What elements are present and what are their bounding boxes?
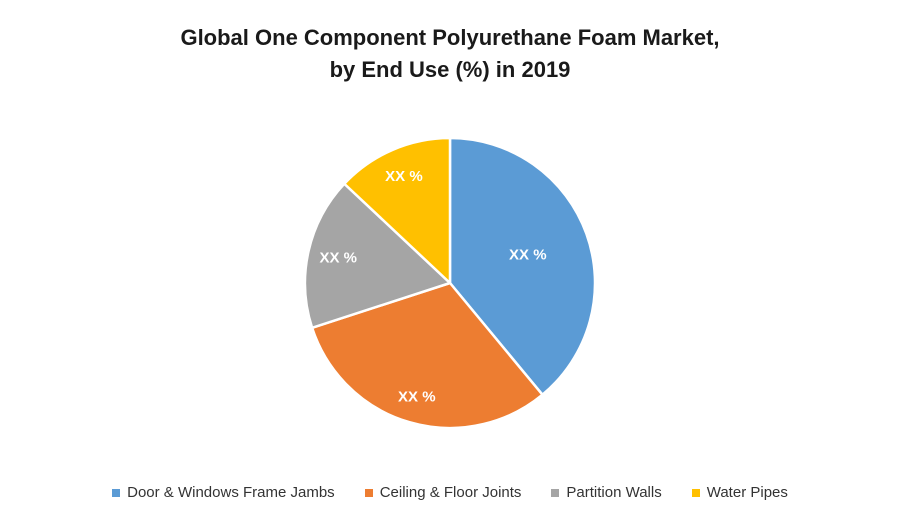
chart-legend: Door & Windows Frame Jambs Ceiling & Floo… bbox=[0, 484, 900, 501]
legend-item-water-pipes: Water Pipes bbox=[691, 484, 788, 501]
pie-data-label-partition-walls: XX % bbox=[319, 250, 357, 267]
pie-slice-water-pipes bbox=[343, 136, 452, 285]
pie-chart: XX % XX % XX % XX % bbox=[303, 136, 597, 430]
legend-swatch-icon bbox=[112, 488, 121, 497]
chart-title-line2: by End Use (%) in 2019 bbox=[329, 57, 571, 82]
legend-item-partition-walls: Partition Walls bbox=[551, 484, 662, 501]
legend-swatch-icon bbox=[551, 488, 560, 497]
legend-item-door-windows-frame-jambs: Door & Windows Frame Jambs bbox=[112, 484, 335, 501]
pie-slice-partition-walls bbox=[303, 182, 452, 330]
chart-title: Global One Component Polyurethane Foam M… bbox=[0, 22, 900, 86]
legend-item-ceiling-floor-joints: Ceiling & Floor Joints bbox=[364, 484, 522, 501]
chart-title-line1: Global One Component Polyurethane Foam M… bbox=[180, 25, 720, 50]
legend-label: Water Pipes bbox=[706, 484, 788, 501]
pie-data-label-water-pipes: XX % bbox=[385, 168, 423, 185]
legend-label: Ceiling & Floor Joints bbox=[379, 484, 522, 501]
pie-data-label-door-windows-frame-jambs: XX % bbox=[509, 247, 547, 264]
legend-swatch-icon bbox=[364, 488, 373, 497]
legend-label: Door & Windows Frame Jambs bbox=[127, 484, 335, 501]
pie-slice-ceiling-floor-joints bbox=[310, 281, 544, 430]
pie-slice-door-windows-frame-jambs bbox=[448, 136, 597, 396]
legend-swatch-icon bbox=[691, 488, 700, 497]
legend-label: Partition Walls bbox=[566, 484, 662, 501]
pie-data-label-ceiling-floor-joints: XX % bbox=[398, 389, 436, 406]
